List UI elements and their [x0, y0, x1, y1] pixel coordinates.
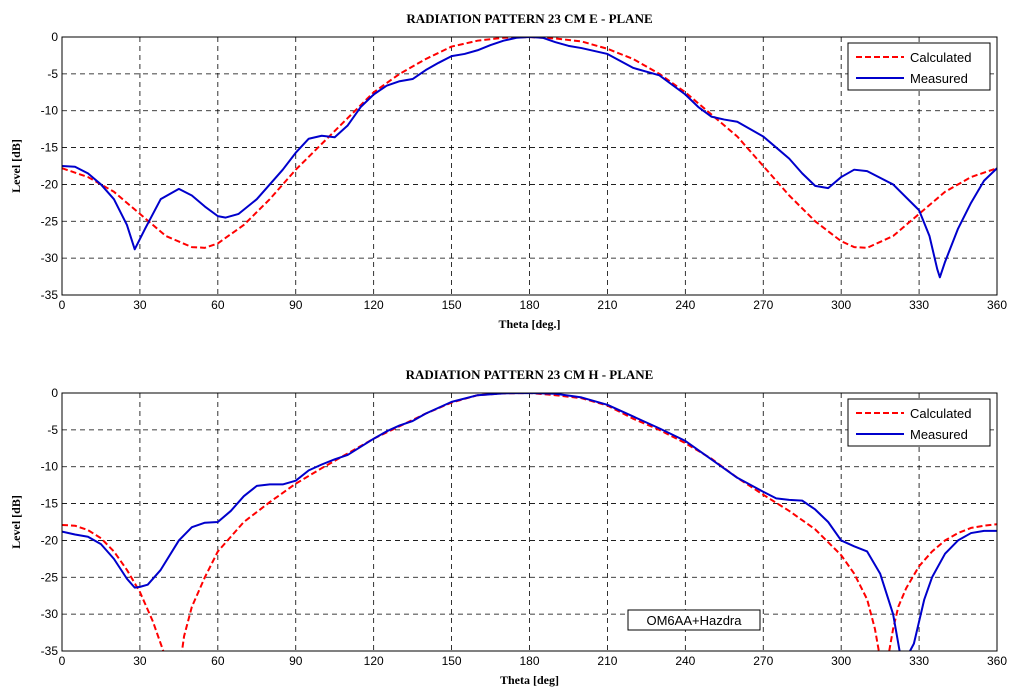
e-plane-x-tick-label: 330 [909, 298, 929, 312]
e-plane-x-tick-label: 360 [987, 298, 1007, 312]
e-plane-x-tick-label: 210 [597, 298, 617, 312]
h-plane-x-tick-label: 360 [987, 654, 1007, 668]
e-plane-legend-measured-label: Measured [910, 71, 968, 86]
h-plane-title: RADIATION PATTERN 23 CM H - PLANE [406, 367, 654, 382]
e-plane-x-tick-label: 0 [59, 298, 66, 312]
h-plane-grid [62, 393, 997, 651]
e-plane-y-tick-label: -15 [41, 141, 59, 155]
h-plane-x-axis-label: Theta [deg] [500, 673, 559, 687]
h-plane-x-tick-label: 240 [675, 654, 695, 668]
h-plane-x-tick-label: 60 [211, 654, 225, 668]
e-plane-series [62, 37, 997, 279]
e-plane-y-tick-label: -10 [41, 104, 59, 118]
e-plane-x-tick-label: 270 [753, 298, 773, 312]
e-plane-x-tick-label: 300 [831, 298, 851, 312]
e-plane-x-axis-label: Theta [deg.] [499, 317, 561, 331]
h-plane-x-tick-label: 90 [289, 654, 303, 668]
e-plane-grid [62, 37, 997, 295]
e-plane-ticks: 0 30 60 90 120 150 180 210 240 270 300 330 360 0 -5 -10… [41, 30, 1008, 312]
e-plane-y-tick-label: -20 [41, 177, 59, 191]
e-plane-y-tick-label: -35 [41, 288, 59, 302]
h-plane-x-tick-label: 330 [909, 654, 929, 668]
h-plane-series [62, 393, 997, 651]
h-plane-y-tick-label: -35 [41, 644, 59, 658]
e-plane-y-axis-label: Level [dB] [9, 139, 23, 193]
h-plane-measured-line [62, 393, 997, 651]
e-plane-legend: Calculated Measured [847, 42, 991, 91]
e-plane-calculated-line [62, 37, 997, 249]
h-plane-legend-measured-label: Measured [910, 427, 968, 442]
h-plane-y-tick-label: -15 [41, 497, 59, 511]
h-plane-y-tick-label: -20 [41, 533, 59, 547]
e-plane-x-tick-label: 90 [289, 298, 303, 312]
h-plane-legend-calculated-label: Calculated [910, 406, 971, 421]
e-plane-y-tick-label: 0 [51, 30, 58, 44]
h-plane-axes-frame [61, 392, 998, 652]
e-plane-x-tick-label: 240 [675, 298, 695, 312]
e-plane-axes-frame [61, 36, 998, 296]
h-plane-x-tick-label: 300 [831, 654, 851, 668]
e-plane-x-tick-label: 150 [442, 298, 462, 312]
h-plane-y-tick-label: 0 [51, 386, 58, 400]
e-plane-y-tick-label: -25 [41, 214, 59, 228]
e-plane-y-tick-label: -30 [41, 251, 59, 265]
e-plane-x-tick-label: 120 [364, 298, 384, 312]
e-plane-x-tick-label: 30 [133, 298, 147, 312]
e-plane-measured-line [62, 37, 997, 279]
h-plane-x-tick-label: 210 [597, 654, 617, 668]
h-plane-legend: Calculated Measured [847, 398, 991, 447]
h-plane-chart: 0 30 60 90 120 150 180 210 240 270 300 330 360 0 -5 -10… [9, 367, 1008, 687]
e-plane-x-tick-label: 180 [519, 298, 539, 312]
h-plane-y-tick-label: -10 [41, 460, 59, 474]
h-plane-annotation-text: OM6AA+Hazdra [646, 613, 742, 628]
e-plane-y-tick-label: -5 [47, 67, 58, 81]
h-plane-x-tick-label: 0 [59, 654, 66, 668]
h-plane-x-tick-label: 120 [364, 654, 384, 668]
h-plane-ticks: 0 30 60 90 120 150 180 210 240 270 300 330 360 0 -5 -10… [41, 386, 1008, 668]
h-plane-y-tick-label: -25 [41, 570, 59, 584]
e-plane-legend-calculated-label: Calculated [910, 50, 971, 65]
h-plane-x-tick-label: 180 [519, 654, 539, 668]
e-plane-title: RADIATION PATTERN 23 CM E - PLANE [406, 11, 652, 26]
h-plane-legend-box [847, 398, 991, 447]
h-plane-x-tick-label: 30 [133, 654, 147, 668]
h-plane-annotation-box [627, 609, 761, 631]
h-plane-y-axis-label: Level [dB] [9, 495, 23, 549]
e-plane-x-tick-label: 60 [211, 298, 225, 312]
e-plane-chart: 0 30 60 90 120 150 180 210 240 270 300 330 360 0 -5 -10… [9, 11, 1007, 331]
h-plane-y-tick-label: -5 [47, 423, 58, 437]
h-plane-x-tick-label: 270 [753, 654, 773, 668]
h-plane-annotation: OM6AA+Hazdra [627, 609, 761, 631]
h-plane-x-tick-label: 150 [442, 654, 462, 668]
e-plane-legend-box [847, 42, 991, 91]
h-plane-y-tick-label: -30 [41, 607, 59, 621]
h-plane-calculated-line [62, 393, 997, 651]
